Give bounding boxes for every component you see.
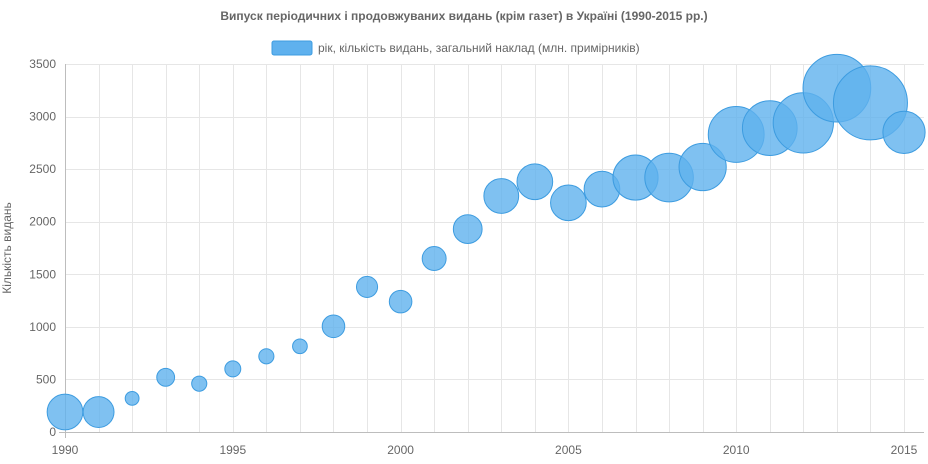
x-tick-label: 2010 <box>723 443 750 457</box>
y-axis-title: Кількість видань <box>0 202 14 294</box>
data-bubble <box>224 360 242 378</box>
bubbles <box>46 53 926 431</box>
x-tick-label: 2015 <box>891 443 918 457</box>
y-tick-label: 2500 <box>29 162 56 176</box>
grid <box>65 64 924 433</box>
data-bubble <box>483 178 520 214</box>
y-tick-label: 2000 <box>29 215 56 229</box>
x-tick-label: 2005 <box>555 443 582 457</box>
legend[interactable]: рік, кількість видань, загальний наклад … <box>271 40 640 56</box>
data-bubble <box>388 289 413 314</box>
data-bubble <box>46 393 84 431</box>
x-tick-label: 2000 <box>387 443 414 457</box>
data-bubble <box>124 390 140 406</box>
data-bubble <box>678 142 727 192</box>
data-bubble <box>321 314 346 339</box>
x-tick-label: 1995 <box>219 443 246 457</box>
y-tick-label: 1000 <box>29 320 56 334</box>
data-bubble <box>292 338 308 355</box>
data-bubble <box>550 184 587 222</box>
chart-title: Випуск періодичних і продовжуваних видан… <box>220 9 707 23</box>
data-bubble <box>516 163 554 201</box>
y-tick-label: 3000 <box>29 110 56 124</box>
data-bubble <box>191 375 208 392</box>
x-tick-label: 1990 <box>52 443 79 457</box>
y-tick-label: 0 <box>49 425 56 439</box>
data-bubble <box>82 396 115 428</box>
data-bubble <box>355 275 379 298</box>
y-tick-label: 500 <box>36 372 56 386</box>
data-bubble <box>882 110 926 154</box>
data-bubble <box>421 246 447 271</box>
data-bubble <box>156 367 176 387</box>
y-tick-label: 3500 <box>29 57 56 71</box>
legend-label[interactable]: рік, кількість видань, загальний наклад … <box>318 41 640 55</box>
data-bubble <box>452 214 483 244</box>
data-bubble <box>258 348 275 365</box>
y-tick-label: 1500 <box>29 267 56 281</box>
legend-swatch[interactable] <box>271 40 313 56</box>
axes: 0 500 1000 1500 2000 2500 3000 3500 1990 1995 2000… <box>29 57 924 457</box>
